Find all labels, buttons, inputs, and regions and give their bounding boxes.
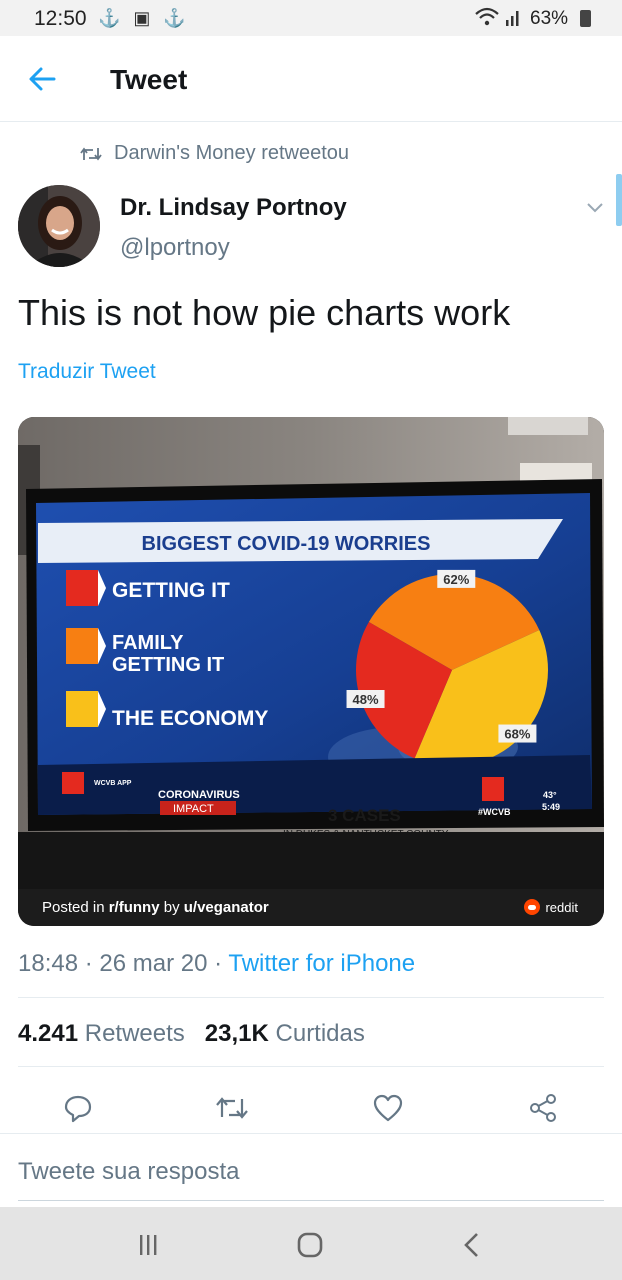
back-arrow-icon[interactable] (28, 66, 56, 92)
media-footer: Posted in r/funny by u/veganator reddit (18, 889, 604, 926)
chart-legend: GETTING IT FAMILY GETTING IT THE ECONOMY (66, 570, 268, 730)
tweet-actions (0, 1082, 622, 1132)
wall-shelf (508, 417, 588, 435)
ticker-impact-line2: IMPACT (173, 803, 214, 815)
back-chevron-icon (464, 1233, 478, 1257)
recent-apps-icon (140, 1235, 157, 1255)
battery-icon (580, 10, 591, 27)
like-button[interactable] (368, 1088, 408, 1128)
notification-icons: ⚓ ▣ ⚓ (98, 8, 190, 28)
ticker-app-label: WCVB APP (94, 780, 132, 787)
pie-data-label: 62% (443, 572, 469, 587)
page-title: Tweet (110, 64, 188, 95)
reply-button[interactable] (58, 1088, 98, 1128)
legend-label-getting-it: GETTING IT (112, 579, 230, 602)
tweet-media[interactable]: BIGGEST COVID-19 WORRIES GETTING IT FAMI… (18, 417, 604, 926)
legend-label-family: FAMILY GETTING IT (112, 632, 224, 676)
retweets-stat[interactable]: 4.241 Retweets (18, 1020, 185, 1047)
reddit-logo: reddit (524, 899, 578, 915)
pie-data-label: 68% (504, 727, 530, 742)
pie-chart: 62% 68% 48% (346, 569, 548, 766)
ticker-temp: 43° (543, 790, 557, 800)
pie-data-label: 48% (353, 692, 379, 707)
author-handle[interactable]: @lportnoy (120, 234, 230, 261)
wifi-signal-icon (475, 7, 519, 26)
tweet-header: Tweet (0, 36, 622, 122)
likes-stat[interactable]: 23,1K Curtidas (204, 1020, 365, 1047)
translate-tweet-link[interactable]: Traduzir Tweet (18, 360, 156, 383)
scroll-indicator (616, 174, 622, 226)
tweet-source-link[interactable]: Twitter for iPhone (228, 950, 416, 977)
retweet-button[interactable] (212, 1088, 252, 1128)
avatar-photo (18, 185, 100, 267)
wcvb-5-logo (482, 777, 504, 801)
media-attribution: Posted in r/funny by u/veganator (42, 899, 269, 916)
pie-label-box (437, 569, 476, 588)
retweet-icon (80, 147, 102, 160)
recent-apps-button[interactable] (128, 1225, 168, 1265)
system-nav-bar (0, 1207, 622, 1280)
retweet-label: Darwin's Money retweetou (114, 142, 350, 164)
chart-title: BIGGEST COVID-19 WORRIES (142, 533, 431, 555)
reply-composer[interactable]: Tweete sua resposta (0, 1133, 622, 1207)
pie-slice-getting-it (356, 622, 452, 759)
battery-percent: 63% (530, 8, 569, 29)
avatar[interactable] (18, 185, 100, 267)
home-button[interactable] (290, 1225, 330, 1265)
ticker-impact-line1: CORONAVIRUS (158, 789, 240, 801)
ticker-hashtag: #WCVB (478, 807, 511, 817)
tweet-meta: 18:48 · 26 mar 20 · Twitter for iPhone (18, 950, 416, 977)
retweet-context[interactable]: Darwin's Money retweetou (80, 142, 349, 165)
reddit-icon (524, 899, 541, 915)
divider (18, 997, 604, 998)
legend-label-economy: THE ECONOMY (112, 707, 268, 730)
share-icon (530, 1094, 556, 1122)
wall-outlet (520, 463, 592, 483)
chevron-down-icon[interactable] (585, 200, 605, 214)
status-bar: 12:50 ⚓ ▣ ⚓ 63% (0, 0, 622, 36)
news-ticker: WCVB APP CORONAVIRUS IMPACT 3 CASES IN D… (38, 755, 592, 840)
tweet-time: 18:48 (18, 950, 79, 977)
chart-title-banner (38, 519, 563, 563)
legend-swatch-family (66, 628, 98, 664)
tweet-date: 26 mar 20 (99, 950, 208, 977)
home-icon (297, 1232, 323, 1258)
reply-input[interactable]: Tweete sua resposta (18, 1158, 240, 1185)
wcvb-app-logo (62, 772, 84, 794)
back-button[interactable] (452, 1225, 492, 1265)
pie-slice-family-getting-it (368, 574, 540, 670)
author-name[interactable]: Dr. Lindsay Portnoy (120, 194, 347, 221)
legend-swatch-getting-it (66, 570, 98, 606)
status-time: 12:50 (34, 7, 87, 30)
reply-underline (18, 1200, 604, 1201)
share-button[interactable] (523, 1088, 563, 1128)
heart-icon (373, 1094, 403, 1122)
ticker-time: 5:49 (542, 802, 560, 812)
divider (18, 1066, 604, 1067)
ticker-cases: 3 CASES (328, 806, 401, 825)
reply-icon (64, 1095, 92, 1123)
legend-swatch-economy (66, 691, 98, 727)
pie-label-box (346, 689, 385, 708)
pie-label-box (498, 724, 537, 743)
tv-photo: BIGGEST COVID-19 WORRIES GETTING IT FAMI… (18, 417, 604, 889)
retweet-icon (216, 1097, 248, 1119)
tweet-stats: 4.241 Retweets 23,1K Curtidas (18, 1020, 365, 1048)
tweet-text: This is not how pie charts work (18, 292, 511, 333)
